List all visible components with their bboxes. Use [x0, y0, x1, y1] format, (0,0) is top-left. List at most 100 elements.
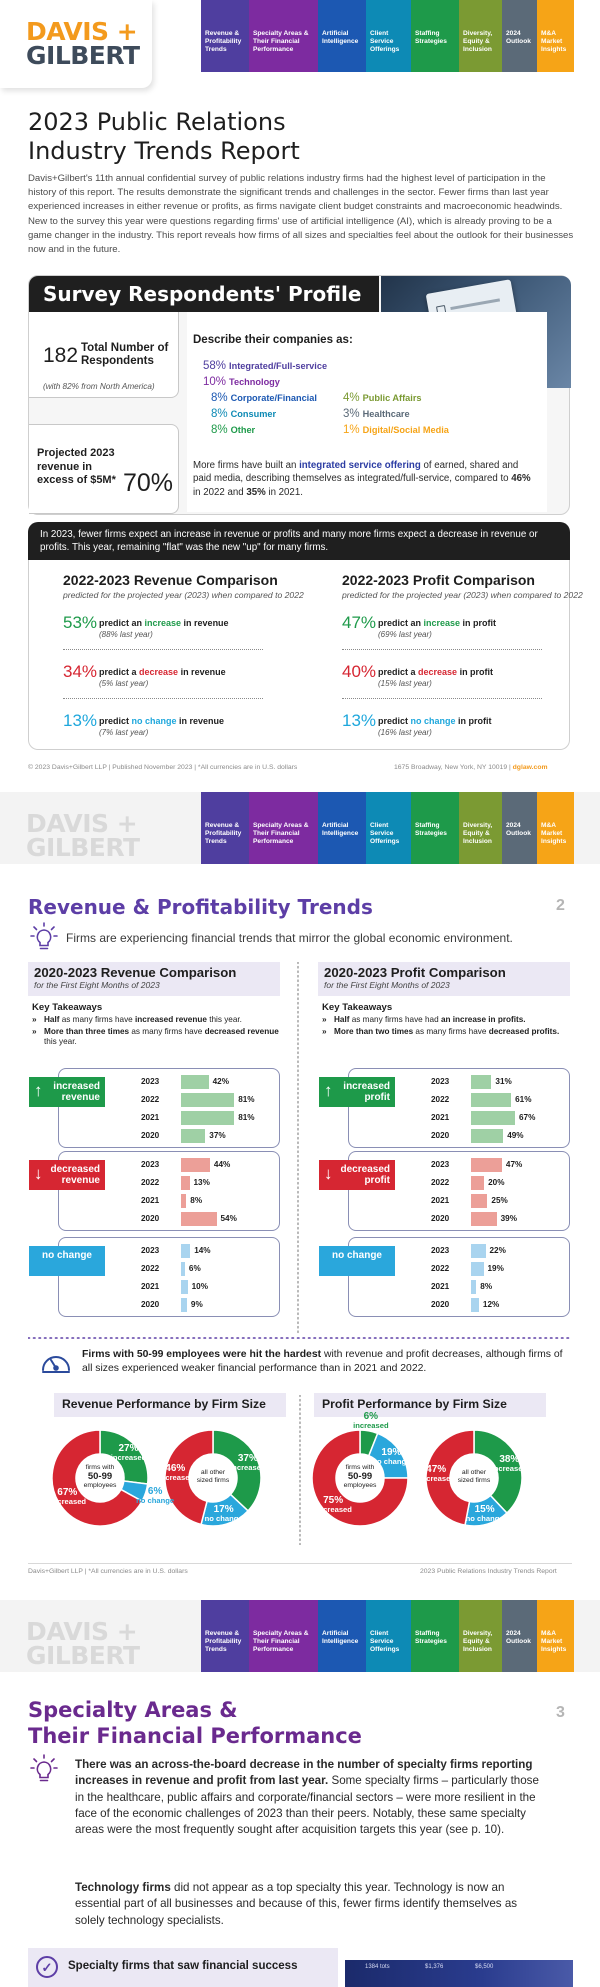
tab-client-service[interactable]: Client Service Offerings [366, 792, 411, 864]
bar-value-label: 6% [188, 1264, 201, 1273]
donut-divider [299, 1395, 301, 1545]
bar-value-label: 19% [487, 1264, 504, 1273]
tab-revenue-profitability[interactable]: Revenue & Profitability Trends [201, 1600, 249, 1672]
revenue-trend-title: 2020-2023 Revenue Comparison [34, 965, 274, 980]
section-tabs: Revenue & Profitability Trends Specialty… [201, 792, 574, 864]
tab-ma-insights[interactable]: M&A Market Insights [537, 792, 574, 864]
donut-slice-name: no change [465, 1514, 504, 1524]
comparison-row: 47% predict an increase in profit (69% las… [342, 605, 542, 650]
title-bold: Revenue [62, 1397, 113, 1411]
trend-category-text: decreased revenue [50, 1164, 100, 1186]
specialty-title-line-2: Their Financial Performance [28, 1724, 362, 1748]
key-takeaways-title: Key Takeaways [322, 1002, 393, 1013]
tab-staffing[interactable]: Staffing Strategies [411, 1600, 459, 1672]
bar-row: 2021 10% [141, 1280, 291, 1294]
report-title-line-1: 2023 Public Relations [28, 108, 286, 136]
tab-staffing[interactable]: Staffing Strategies [411, 792, 459, 864]
logo-line-1: DAVIS + [26, 17, 138, 46]
tab-dei[interactable]: Diversity, Equity & Inclusion [459, 1600, 502, 1672]
bar [471, 1244, 486, 1258]
donut-slice [212, 1429, 262, 1512]
kt-bold: Half [334, 1015, 350, 1024]
tab-artificial-intelligence[interactable]: Artificial Intelligence [318, 792, 366, 864]
donut-slice [51, 1429, 144, 1527]
tab-2024-outlook[interactable]: 2024 Outlook [502, 0, 537, 72]
hardest-hit-note: Firms with 50-99 employees were hit the … [82, 1348, 572, 1376]
donut-slice-name: increased [110, 1452, 147, 1462]
page2-footer-left: Davis+Gilbert LLP | *All currencies are … [28, 1568, 188, 1575]
tab-ma-insights[interactable]: M&A Market Insights [537, 1600, 574, 1672]
title-post: Comparison [155, 965, 237, 980]
donut-center-label: all other sized firms [446, 1469, 502, 1485]
describe-item: 58% Integrated/Full-service [203, 360, 327, 372]
comparison-pre: predict a [99, 667, 140, 677]
tab-2024-outlook[interactable]: 2024 Outlook [502, 792, 537, 864]
bar-value-label: 8% [190, 1196, 203, 1205]
describe-label: Digital/Social Media [362, 425, 449, 435]
trend-summary-strip: In 2023, fewer firms expect an increase … [28, 522, 570, 560]
company-description: Describe their companies as: 58% Integrat… [187, 312, 547, 512]
comparison-pct: 34% [63, 662, 98, 681]
bar [471, 1280, 477, 1294]
davis-gilbert-logo[interactable]: DAVIS + GILBERT [0, 792, 152, 880]
center-post: employees [343, 1482, 377, 1489]
report-title: 2023 Public Relations Industry Trends Re… [28, 108, 428, 166]
donut-slice-label: 19% no change [369, 1447, 413, 1466]
tab-dei[interactable]: Diversity, Equity & Inclusion [459, 792, 502, 864]
specialty-paragraph-1: There was an across-the-board decrease i… [75, 1757, 548, 1838]
bar [181, 1093, 235, 1107]
bar-row: 2022 81% [141, 1093, 291, 1107]
bar [181, 1075, 209, 1089]
donut-slice-label: 6% no change [133, 1486, 177, 1505]
footer-link[interactable]: dglaw.com [512, 764, 548, 771]
davis-gilbert-logo[interactable]: DAVIS + GILBERT [0, 0, 152, 88]
davis-gilbert-logo[interactable]: DAVIS + GILBERT [0, 1600, 152, 1688]
center-bold: 50-99 [347, 1471, 373, 1482]
tab-revenue-profitability[interactable]: Revenue & Profitability Trends [201, 792, 249, 864]
donut-slice-value: 15% [474, 1504, 495, 1516]
bar [181, 1280, 188, 1294]
comparison-last-year: (16% last year) [378, 728, 432, 737]
trend-bar-card: ↓ decreased revenue 2023 44% 2022 13% 2021 8% 20… [29, 1151, 280, 1231]
tab-client-service[interactable]: Client Service Offerings [366, 1600, 411, 1672]
title-pre: 2020-2023 [34, 965, 101, 980]
tab-client-service[interactable]: Client Service Offerings [366, 0, 411, 72]
tab-ma-insights[interactable]: M&A Market Insights [537, 0, 574, 72]
arrow-down-icon: ↓ [34, 1164, 43, 1183]
bar-year-label: 2021 [431, 1113, 450, 1122]
tab-revenue-profitability[interactable]: Revenue & Profitability Trends [201, 0, 249, 72]
bar-value-label: 81% [238, 1113, 255, 1122]
donut-center-label: all other sized firms [185, 1469, 241, 1485]
describe-item: 3% Healthcare [343, 408, 410, 420]
title-post: Comparison [192, 572, 278, 588]
comparison-pre: predict a [378, 667, 419, 677]
tab-staffing[interactable]: Staffing Strategies [411, 0, 459, 72]
kt-bold: Half [44, 1015, 60, 1024]
tab-specialty-areas[interactable]: Specialty Areas & Their Financial Perfor… [249, 792, 318, 864]
comparison-last-year: (15% last year) [378, 679, 432, 688]
describe-pct: 8% [211, 408, 228, 420]
bar-row: 2020 49% [431, 1129, 581, 1143]
tab-specialty-areas[interactable]: Specialty Areas & Their Financial Perfor… [249, 1600, 318, 1672]
tab-specialty-areas[interactable]: Specialty Areas & Their Financial Perfor… [249, 0, 318, 72]
tab-2024-outlook[interactable]: 2024 Outlook [502, 1600, 537, 1672]
describe-label: Technology [229, 377, 280, 387]
tab-artificial-intelligence[interactable]: Artificial Intelligence [318, 1600, 366, 1672]
trend-category-label: ↓ decreased profit [319, 1160, 395, 1190]
tab-dei[interactable]: Diversity, Equity & Inclusion [459, 0, 502, 72]
logo-line-2: GILBERT [26, 1641, 140, 1670]
donut-slice-name: no change [204, 1514, 243, 1524]
comparison-pre: predict an [378, 618, 424, 628]
bar [471, 1194, 488, 1208]
comparison-last-year: (7% last year) [99, 728, 149, 737]
center-pre: firms with [85, 1464, 115, 1471]
kt-bold: More than two times [334, 1027, 414, 1036]
profit-trend-header: 2020-2023 Profit Comparison for the Firs… [318, 962, 570, 996]
title-post: Performance by Firm Size [112, 1397, 266, 1411]
bar-year-label: 2021 [431, 1196, 450, 1205]
donut-slice-label: 46% decreased [153, 1463, 197, 1482]
revenue-section-subtitle: Firms are experiencing financial trends … [66, 931, 513, 945]
kt-text: this year. [206, 1015, 242, 1024]
revenue-trend-header: 2020-2023 Revenue Comparison for the Fir… [28, 962, 280, 996]
tab-artificial-intelligence[interactable]: Artificial Intelligence [318, 0, 366, 72]
